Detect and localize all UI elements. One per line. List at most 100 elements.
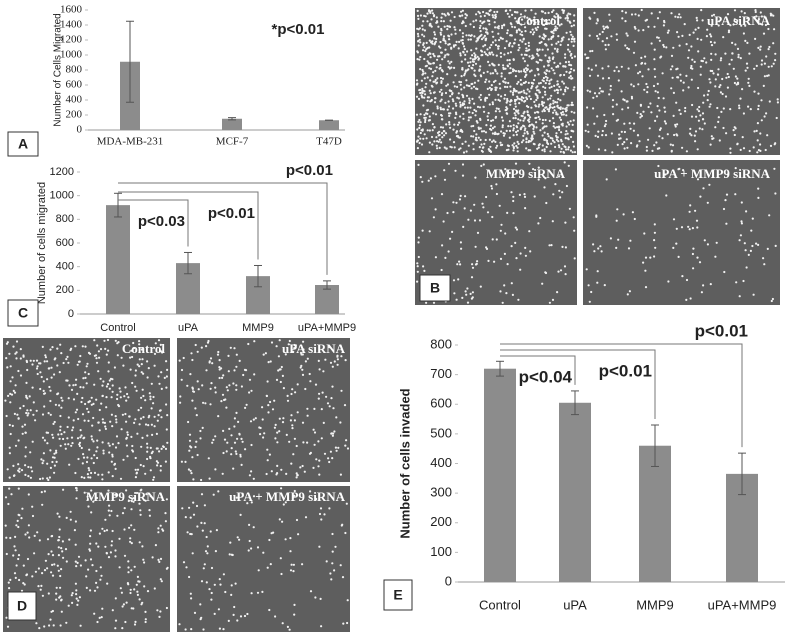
cell (275, 424, 277, 426)
cell (271, 470, 273, 472)
cell (753, 130, 755, 132)
cell (458, 261, 460, 263)
cell (86, 456, 88, 458)
cell (240, 438, 242, 440)
cell (265, 352, 267, 354)
cell (190, 470, 192, 472)
cell (476, 37, 478, 39)
cell (640, 113, 642, 115)
cell (110, 510, 112, 512)
cell (552, 193, 554, 195)
cell (230, 347, 232, 349)
cell (119, 566, 121, 568)
cell (197, 351, 199, 353)
cell (678, 36, 680, 38)
cell (131, 356, 133, 358)
cell (46, 378, 48, 380)
cell (57, 565, 59, 567)
cell (509, 63, 511, 65)
cell (690, 67, 692, 69)
cell (709, 81, 711, 83)
cell (95, 450, 97, 452)
cell (136, 390, 138, 392)
cell (219, 368, 221, 370)
cell (32, 515, 34, 517)
cell (536, 29, 538, 31)
cell (519, 269, 521, 271)
cell (59, 587, 61, 589)
cell (624, 20, 626, 22)
cell (626, 100, 628, 102)
cell (528, 90, 530, 92)
cell (533, 101, 535, 103)
cell (331, 562, 333, 564)
cell (543, 186, 545, 188)
cell (485, 196, 487, 198)
cell (498, 27, 500, 29)
cell (250, 420, 252, 422)
cell (436, 140, 438, 142)
cell (423, 270, 425, 272)
cell (465, 25, 467, 27)
cell (481, 50, 483, 52)
cell (742, 280, 744, 282)
cell (207, 545, 209, 547)
cell (99, 617, 101, 619)
cell (547, 64, 549, 66)
cell (497, 133, 499, 135)
cell (221, 377, 223, 379)
cell (242, 374, 244, 376)
cell (716, 242, 718, 244)
cell (131, 449, 133, 451)
cell (60, 407, 62, 409)
cell (521, 115, 523, 117)
cell (205, 345, 207, 347)
cell (630, 142, 632, 144)
cell (591, 69, 593, 71)
cell (426, 137, 428, 139)
cell (98, 350, 100, 352)
cell (6, 366, 8, 368)
cell (731, 52, 733, 54)
cell (695, 29, 697, 31)
cell (621, 17, 623, 19)
cell (422, 265, 424, 267)
cell (18, 417, 20, 419)
cell (654, 68, 656, 70)
cell (616, 120, 618, 122)
cell (544, 125, 546, 127)
cell (335, 447, 337, 449)
cell (420, 113, 422, 115)
cell (424, 119, 426, 121)
cell (496, 107, 498, 109)
cell (702, 118, 704, 120)
cell (503, 24, 505, 26)
cell (42, 595, 44, 597)
cell (35, 622, 37, 624)
x-tick-label: Control (479, 597, 521, 612)
cell (503, 135, 505, 137)
cell (114, 555, 116, 557)
cell (156, 609, 158, 611)
cell (641, 9, 643, 11)
cell (274, 437, 276, 439)
cell (421, 96, 423, 98)
cell (645, 286, 647, 288)
cell (20, 374, 22, 376)
cell (14, 353, 16, 355)
significance-label: p<0.01 (208, 205, 255, 222)
cell (705, 61, 707, 63)
cell (290, 569, 292, 571)
cell (745, 70, 747, 72)
cell (216, 529, 218, 531)
cell (466, 287, 468, 289)
cell (524, 127, 526, 129)
cell (149, 515, 151, 517)
cell (563, 74, 565, 76)
cell (597, 247, 599, 249)
cell (205, 369, 207, 371)
annotation: *p<0.01 (272, 21, 325, 38)
cell (534, 112, 536, 114)
cell (80, 434, 82, 436)
cell (22, 433, 24, 435)
